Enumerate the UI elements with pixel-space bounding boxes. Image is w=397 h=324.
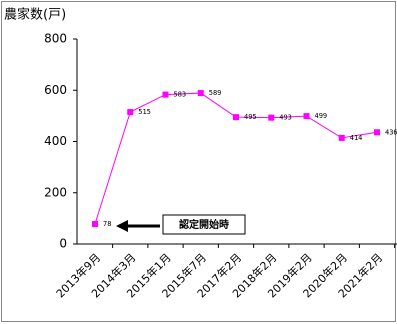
value-label: 583 [174,91,187,99]
marker [303,113,310,120]
y-tick-label: 600 [44,83,67,97]
y-tick-label: 800 [44,32,67,46]
marker [92,221,98,228]
y-tick-label: 400 [44,134,67,148]
value-label: 495 [244,113,257,121]
marker [162,91,169,98]
value-label: 499 [315,112,328,120]
marker [374,129,380,136]
marker [268,114,275,121]
value-label: 436 [385,128,397,136]
y-tick-label: 0 [59,237,67,251]
marker [233,114,239,121]
marker [127,109,134,116]
value-label: 589 [209,89,222,97]
annotation-box [162,214,246,235]
value-label: 78 [103,220,111,228]
value-label: 515 [138,108,151,116]
y-tick-label: 200 [44,185,67,199]
annotation: 認定開始時 [179,218,229,231]
marker [338,134,345,141]
value-label: 493 [279,114,292,122]
annotation-arrowhead [116,220,128,232]
marker [197,90,204,97]
y-axis-title: 農家数(戸) [4,7,66,23]
value-label: 414 [350,134,363,142]
